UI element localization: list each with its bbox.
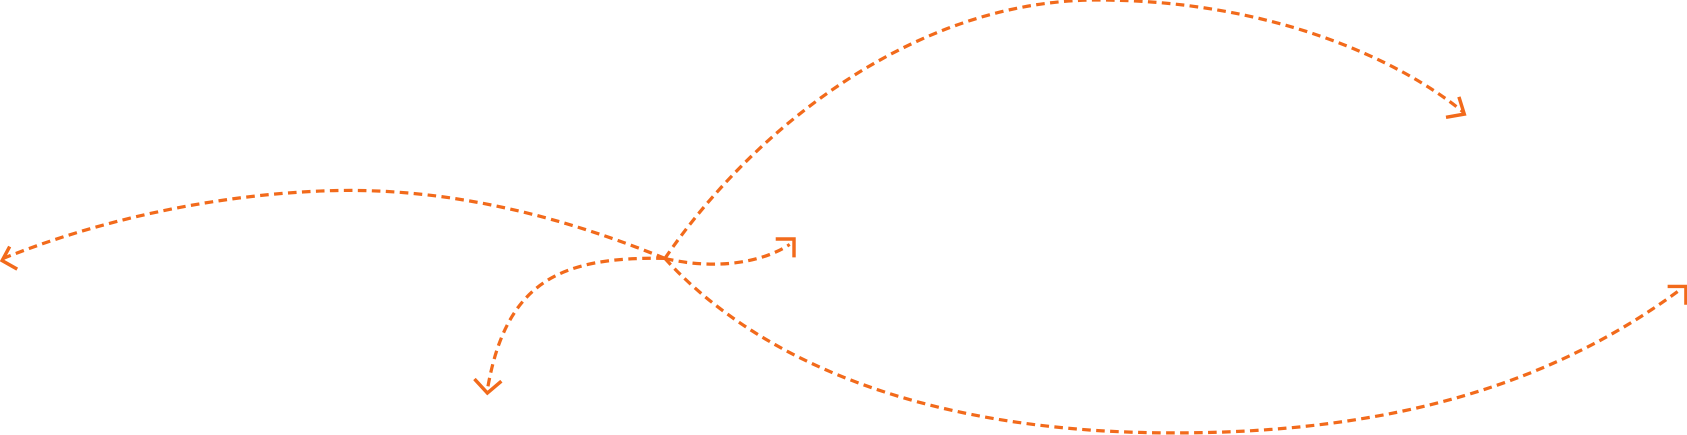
arrow-down	[473, 256, 665, 396]
arrowhead	[0, 245, 19, 271]
arrowhead	[775, 237, 796, 258]
curve	[663, 0, 1465, 260]
arrow-upper-right	[663, 0, 1467, 260]
arrow-left	[0, 188, 666, 271]
curve	[664, 243, 791, 266]
arrowhead	[473, 377, 503, 396]
arrowhead	[1445, 96, 1467, 120]
curve	[485, 256, 665, 391]
curve	[2, 188, 666, 260]
curve	[663, 257, 1683, 435]
arrow-lower-right	[663, 257, 1687, 435]
arrow-short-right	[664, 237, 796, 266]
arrowhead	[1667, 284, 1687, 305]
